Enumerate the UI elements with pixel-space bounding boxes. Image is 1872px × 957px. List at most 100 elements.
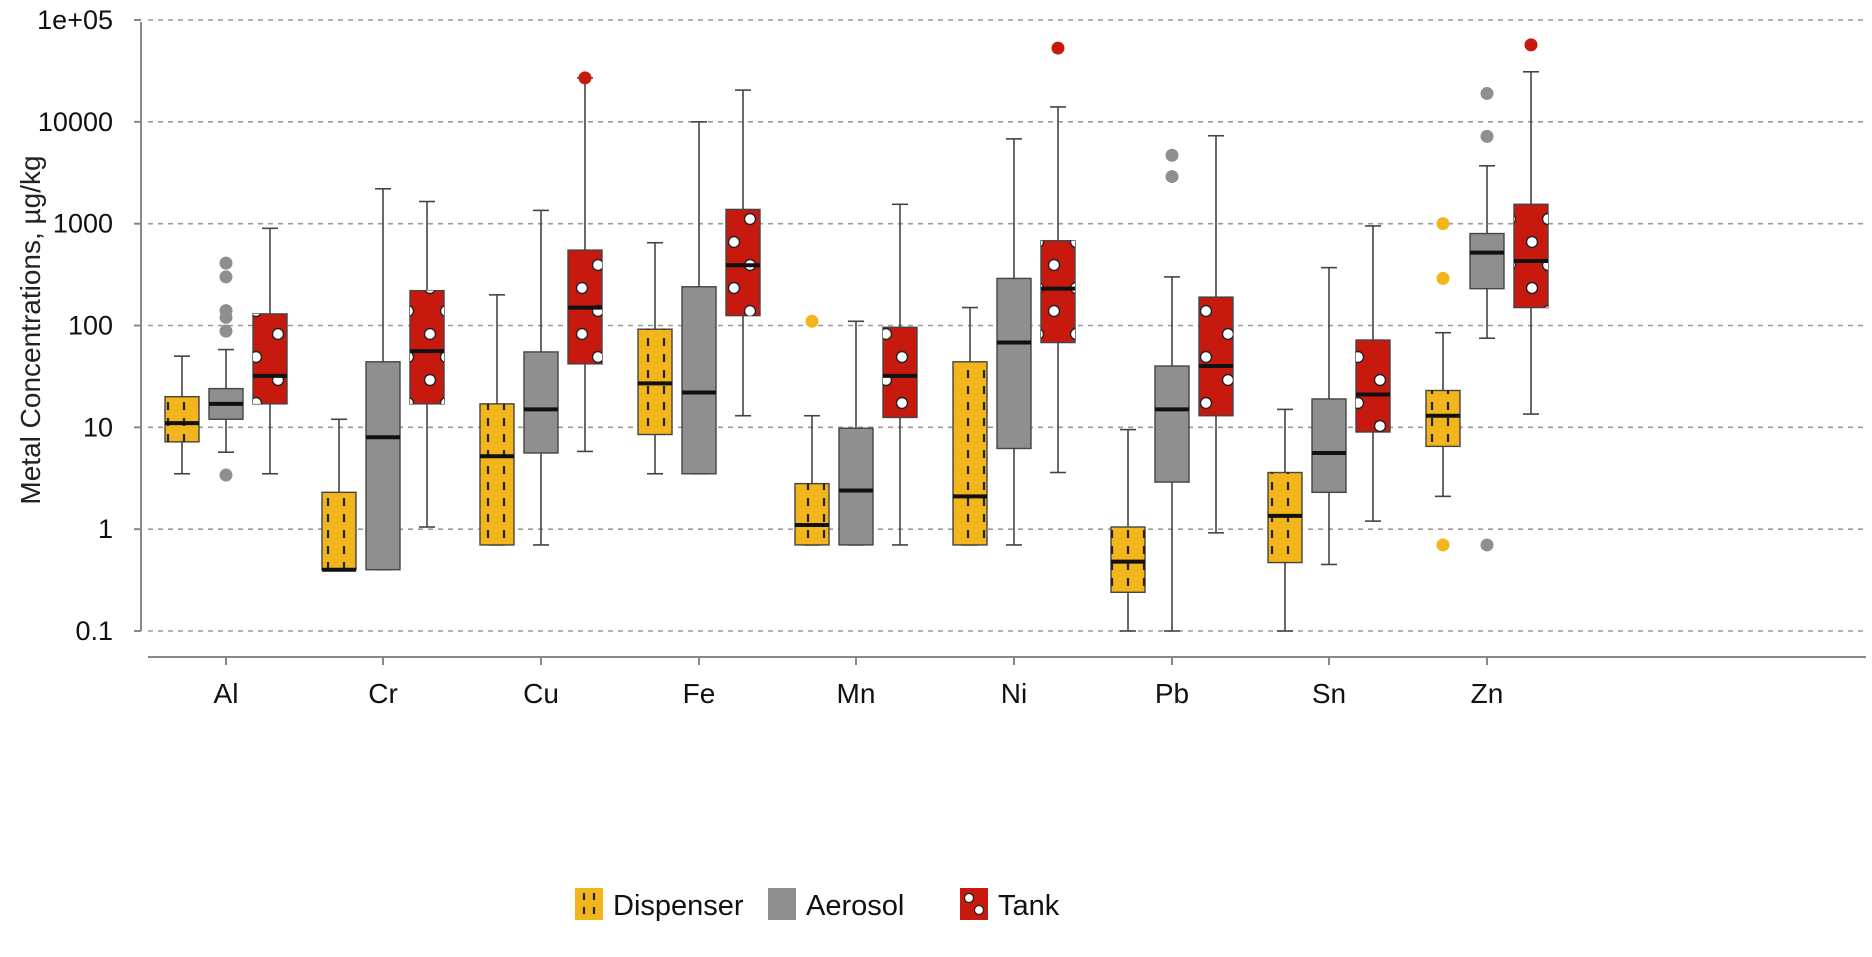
box-aerosol-cu — [523, 209, 559, 546]
x-tick-label-zn: Zn — [1471, 678, 1504, 709]
x-tick-label-pb: Pb — [1155, 678, 1189, 709]
y-tick-label: 100 — [68, 311, 113, 341]
box-pattern — [795, 483, 829, 545]
legend-swatch — [575, 888, 603, 920]
outlier-point — [219, 270, 233, 284]
x-tick-label-cu: Cu — [523, 678, 559, 709]
x-tick-label-cr: Cr — [368, 678, 398, 709]
y-tick-label: 1 — [98, 514, 113, 544]
box-body — [523, 351, 559, 454]
box-tank-cr — [409, 200, 445, 528]
x-tick-label-ni: Ni — [1001, 678, 1027, 709]
box-tank-al — [252, 227, 288, 475]
outlier-point — [1436, 271, 1450, 285]
box-aerosol-pb — [1154, 148, 1190, 632]
box-pattern — [410, 290, 444, 404]
box-aerosol-sn — [1311, 266, 1347, 566]
box-aerosol-fe — [681, 121, 717, 475]
outlier-point — [1165, 170, 1179, 184]
legend: Dispenser Aerosol Tank — [575, 888, 1060, 922]
box-pattern — [1514, 204, 1548, 308]
box-pattern — [1199, 297, 1233, 416]
box-body — [1469, 232, 1505, 290]
x-ticks: Al Cr Cu Fe Mn Ni Pb Sn Zn — [214, 657, 1504, 709]
outlier-point — [1480, 86, 1494, 100]
box-pattern — [253, 313, 287, 404]
box-tank-pb — [1198, 134, 1234, 534]
box-aerosol-ni — [996, 138, 1032, 546]
box-tank-ni — [1040, 41, 1076, 474]
grid-lines — [148, 19, 1866, 632]
box-pattern — [480, 403, 514, 545]
legend-swatch — [768, 888, 796, 920]
box-pattern — [1041, 240, 1075, 343]
box-tank-mn — [882, 203, 918, 546]
outlier-point — [219, 256, 233, 270]
box-pattern — [726, 209, 760, 316]
box-aerosol-zn — [1469, 86, 1505, 552]
box-pattern — [1356, 340, 1390, 432]
box-aerosol-cr — [365, 187, 401, 571]
outlier-point — [219, 324, 233, 338]
legend-label-tank: Tank — [998, 890, 1060, 922]
box-body — [1311, 398, 1347, 494]
box-dispenser-mn — [794, 314, 830, 546]
box-tank-fe — [725, 89, 761, 417]
box-dispenser-zn — [1425, 217, 1461, 552]
outlier-point — [1480, 129, 1494, 143]
y-axis-label: Metal Concentrations, µg/kg — [15, 155, 46, 504]
box-dispenser-cr — [321, 418, 357, 572]
box-body — [838, 427, 874, 546]
box-dispenser-sn — [1267, 408, 1303, 632]
box-dispenser-al — [164, 355, 200, 475]
legend-item-aerosol: Aerosol — [768, 888, 904, 922]
outlier-point — [219, 304, 233, 318]
legend-label-aerosol: Aerosol — [806, 890, 904, 922]
outlier-point — [578, 71, 592, 85]
box-aerosol-al — [208, 256, 244, 482]
outlier-point — [805, 314, 819, 328]
x-tick-label-al: Al — [214, 678, 239, 709]
x-tick-label-mn: Mn — [837, 678, 876, 709]
y-tick-label: 1e+05 — [37, 5, 113, 35]
box-dispenser-pb — [1110, 428, 1146, 632]
box-pattern — [322, 492, 356, 570]
y-tick-label: 0.1 — [75, 616, 113, 646]
y-tick-label: 10000 — [38, 107, 113, 137]
outlier-point — [1436, 217, 1450, 231]
box-aerosol-mn — [838, 320, 874, 546]
legend-swatch-mark — [973, 904, 985, 916]
outlier-point — [1436, 538, 1450, 552]
box-pattern — [883, 327, 917, 418]
y-tick-label: 1000 — [53, 209, 113, 239]
legend-label-dispenser: Dispenser — [613, 890, 744, 922]
y-ticks: 1e+05 10000 1000 100 10 1 0.1 — [37, 5, 141, 646]
legend-item-dispenser: Dispenser — [575, 888, 744, 922]
box-tank-zn — [1513, 38, 1549, 415]
outlier-point — [1524, 38, 1538, 52]
box-dispenser-cu — [479, 294, 515, 546]
box-pattern — [1426, 390, 1460, 447]
box-tank-sn — [1355, 225, 1391, 522]
box-body — [365, 361, 401, 571]
x-tick-label-sn: Sn — [1312, 678, 1346, 709]
boxes — [164, 38, 1549, 632]
box-dispenser-fe — [637, 241, 673, 475]
box-pattern — [165, 396, 199, 442]
legend-item-tank: Tank — [960, 888, 1060, 922]
box-body — [996, 277, 1032, 450]
legend-swatch — [960, 888, 988, 920]
y-tick-label: 10 — [83, 412, 113, 442]
box-dispenser-ni — [952, 306, 988, 546]
x-tick-label-fe: Fe — [683, 678, 716, 709]
outlier-point — [1051, 41, 1065, 55]
box-pattern — [953, 361, 987, 545]
outlier-point — [1480, 538, 1494, 552]
legend-swatch-mark — [963, 892, 975, 904]
outlier-point — [1165, 148, 1179, 162]
box-body — [681, 286, 717, 475]
box-tank-cu — [567, 71, 603, 453]
outlier-point — [219, 468, 233, 482]
box-body — [1154, 365, 1190, 483]
